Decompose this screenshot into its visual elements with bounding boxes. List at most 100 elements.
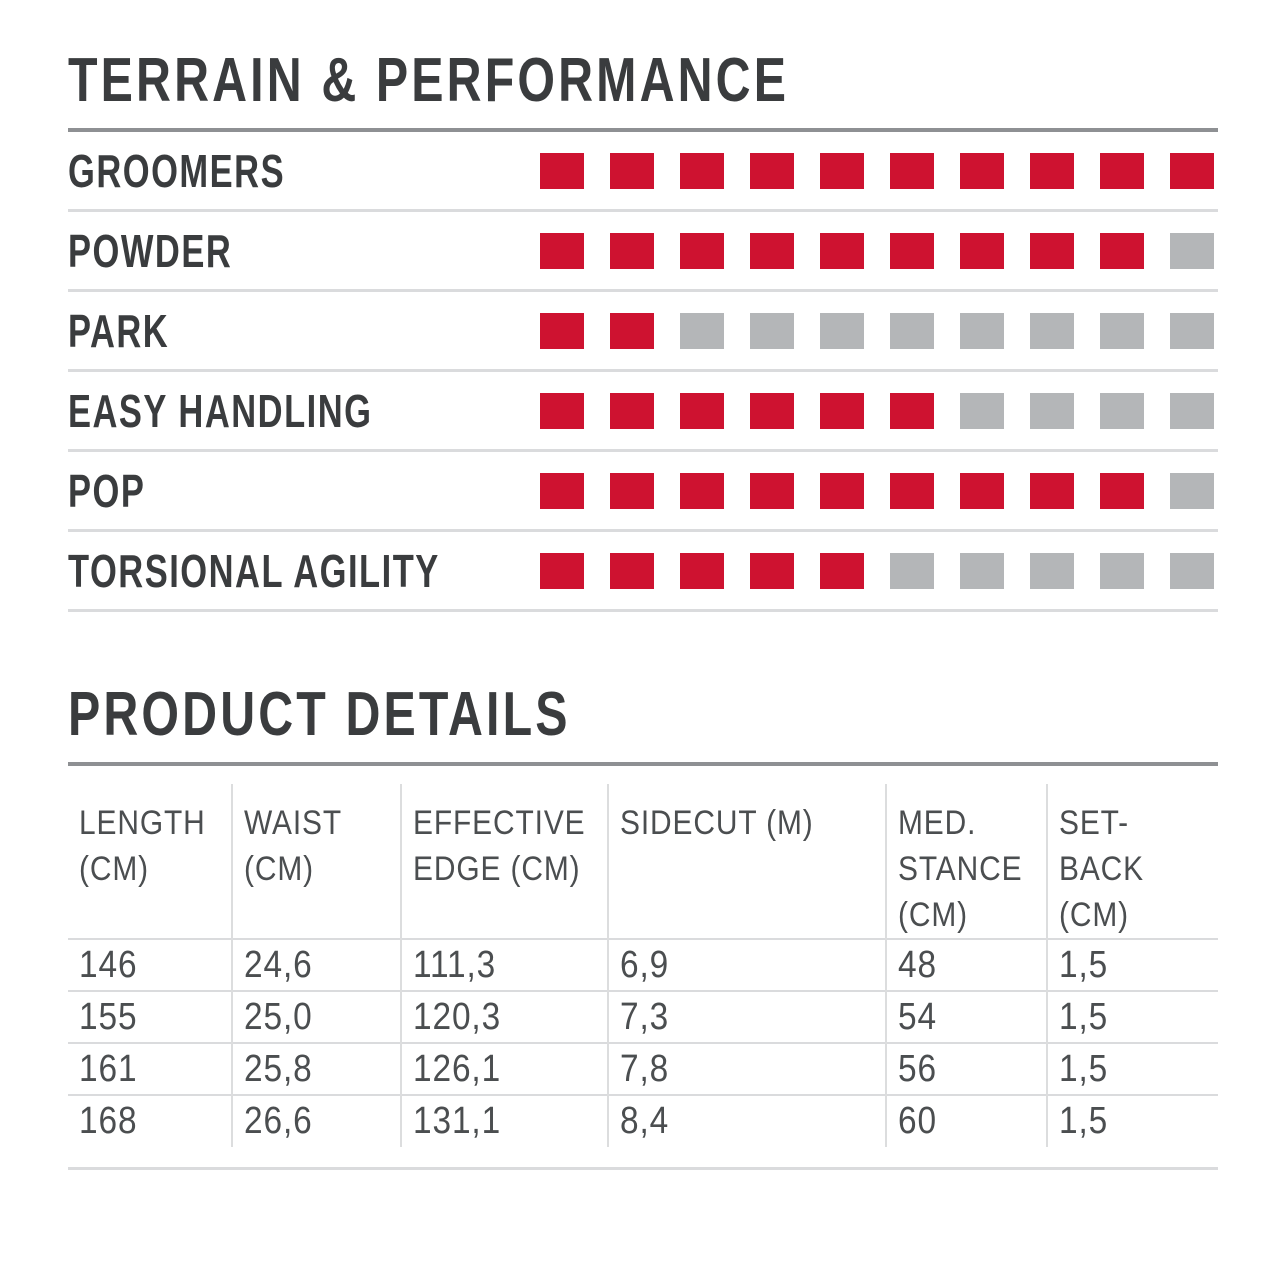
rating-square-filled <box>680 472 724 509</box>
rating-square-filled <box>610 472 654 509</box>
rating-row-park: PARK <box>68 292 1218 372</box>
rating-square-empty <box>1170 392 1214 429</box>
cell-waist: 25,0 <box>231 990 401 1043</box>
cell-waist: 26,6 <box>231 1094 401 1147</box>
rating-square-filled <box>960 472 1004 509</box>
rating-bar-easy-handling <box>540 392 1214 429</box>
rating-square-filled <box>1100 472 1144 509</box>
rating-square-filled <box>820 472 864 509</box>
product-details-title: PRODUCT DETAILS <box>68 684 1218 746</box>
rating-square-empty <box>1170 552 1214 589</box>
cell-setback: 1,5 <box>1046 938 1218 991</box>
terrain-performance-title: TERRAIN & PERFORMANCE <box>68 50 1218 112</box>
rating-square-empty <box>820 312 864 349</box>
rating-bar-pop <box>540 472 1214 509</box>
rating-square-filled <box>1030 232 1074 269</box>
ratings-list: GROOMERS POWDER PARK EASY HANDLING POP T… <box>68 132 1218 612</box>
rating-row-easy-handling: EASY HANDLING <box>68 372 1218 452</box>
cell-length: 146 <box>68 938 232 991</box>
column-header-length: LENGTH (CM) <box>79 804 206 888</box>
rating-square-filled <box>540 472 584 509</box>
rating-square-filled <box>960 232 1004 269</box>
rating-square-filled <box>540 232 584 269</box>
cell-effective-edge: 131,1 <box>400 1094 608 1147</box>
cell-waist: 25,8 <box>231 1042 401 1095</box>
rating-square-filled <box>820 232 864 269</box>
cell-effective-edge: 120,3 <box>400 990 608 1043</box>
rating-square-filled <box>750 152 794 189</box>
column-header-setback: SET-BACK (CM) <box>1046 784 1218 939</box>
cell-med-stance: 56 <box>885 1042 1047 1095</box>
column-header-waist: WAIST (CM) <box>231 784 401 939</box>
rating-label-text: GROOMERS <box>68 144 286 197</box>
rating-row-powder: POWDER <box>68 212 1218 292</box>
rating-square-empty <box>890 552 934 589</box>
rating-label-text: POP <box>68 464 146 517</box>
rating-square-empty <box>1100 312 1144 349</box>
cell-sidecut: 6,9 <box>607 938 886 991</box>
cell-effective-edge: 111,3 <box>400 938 608 991</box>
rating-label-text: POWDER <box>68 224 233 277</box>
rating-square-filled <box>680 152 724 189</box>
column-header-effective-edge: EFFECTIVE EDGE (CM) <box>400 784 608 939</box>
terrain-performance-title-text: TERRAIN & PERFORMANCE <box>68 46 790 115</box>
rating-label: EASY HANDLING <box>68 384 474 438</box>
rating-square-filled <box>750 392 794 429</box>
rating-label: PARK <box>68 304 203 358</box>
rating-row-torsional-agility: TORSIONAL AGILITY <box>68 532 1218 612</box>
rating-bar-groomers <box>540 152 1214 189</box>
rating-row-pop: POP <box>68 452 1218 532</box>
table-header-row: LENGTH (CM) WAIST (CM) EFFECTIVE EDGE (C… <box>68 784 1218 939</box>
rating-square-filled <box>610 232 654 269</box>
cell-length: 168 <box>68 1094 232 1147</box>
table-bottom-rule <box>68 1167 1218 1170</box>
rating-square-filled <box>1100 152 1144 189</box>
spec-sheet: TERRAIN & PERFORMANCE GROOMERS POWDER PA… <box>68 0 1218 1170</box>
terrain-performance-section: TERRAIN & PERFORMANCE GROOMERS POWDER PA… <box>68 50 1218 612</box>
cell-setback: 1,5 <box>1046 1094 1218 1147</box>
rating-square-empty <box>1030 312 1074 349</box>
rating-square-filled <box>610 312 654 349</box>
rating-bar-powder <box>540 232 1214 269</box>
cell-setback: 1,5 <box>1046 1042 1218 1095</box>
rating-square-empty <box>960 552 1004 589</box>
rating-square-filled <box>820 392 864 429</box>
rating-square-empty <box>1100 552 1144 589</box>
rating-bar-torsional-agility <box>540 552 1214 589</box>
rating-square-filled <box>750 552 794 589</box>
product-details-title-text: PRODUCT DETAILS <box>68 680 571 749</box>
column-header-sidecut: SIDECUT (M) <box>607 784 886 939</box>
rating-label: TORSIONAL AGILITY <box>68 544 564 598</box>
product-details-section: PRODUCT DETAILS LENGTH (CM) WAIST (CM) E… <box>68 684 1218 1170</box>
rating-label-text: EASY HANDLING <box>68 384 373 437</box>
section-title-rule <box>68 762 1218 766</box>
rating-square-filled <box>890 152 934 189</box>
rating-square-empty <box>960 312 1004 349</box>
rating-square-filled <box>540 152 584 189</box>
rating-square-filled <box>680 552 724 589</box>
cell-med-stance: 60 <box>885 1094 1047 1147</box>
table-row: 155 25,0 120,3 7,3 54 1,5 <box>68 990 1218 1043</box>
rating-square-filled <box>540 392 584 429</box>
cell-setback: 1,5 <box>1046 990 1218 1043</box>
cell-effective-edge: 126,1 <box>400 1042 608 1095</box>
rating-square-filled <box>820 152 864 189</box>
rating-square-filled <box>540 312 584 349</box>
rating-label-text: PARK <box>68 304 170 357</box>
rating-label: POP <box>68 464 171 518</box>
rating-label-text: TORSIONAL AGILITY <box>68 544 440 597</box>
rating-square-empty <box>890 312 934 349</box>
table-row: 168 26,6 131,1 8,4 60 1,5 <box>68 1094 1218 1147</box>
section-title-rule <box>68 128 1218 132</box>
rating-square-filled <box>750 472 794 509</box>
cell-waist: 24,6 <box>231 938 401 991</box>
rating-square-filled <box>750 232 794 269</box>
rating-square-empty <box>1170 232 1214 269</box>
rating-square-filled <box>890 472 934 509</box>
rating-bar-park <box>540 312 1214 349</box>
rating-square-filled <box>680 232 724 269</box>
rating-square-empty <box>1170 472 1214 509</box>
rating-square-filled <box>1030 472 1074 509</box>
table-row: 146 24,6 111,3 6,9 48 1,5 <box>68 938 1218 991</box>
rating-square-filled <box>610 392 654 429</box>
